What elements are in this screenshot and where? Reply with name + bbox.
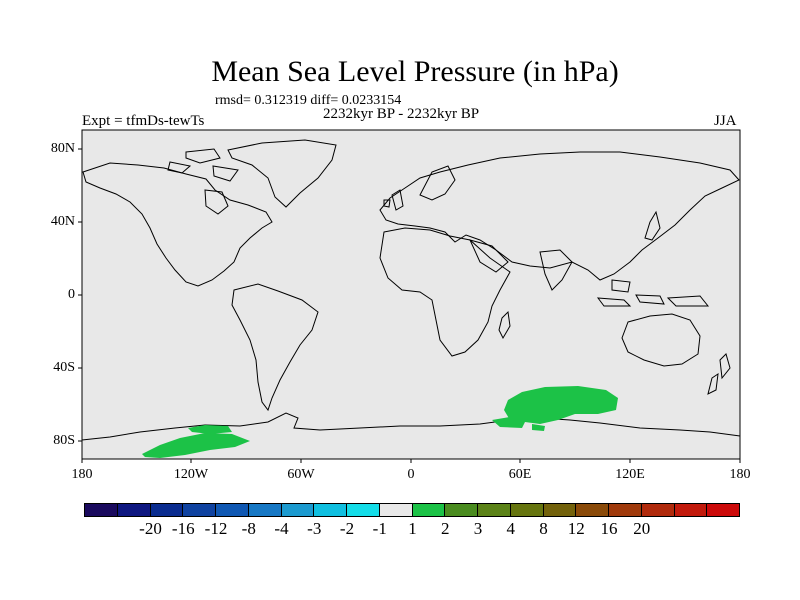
colorbar-box	[116, 503, 151, 517]
lon-label-60e: 60E	[508, 467, 532, 482]
ocean-background	[82, 130, 740, 459]
colorbar-label: 12	[567, 519, 585, 538]
lon-label-120e: 120E	[615, 467, 645, 482]
colorbar-label: -8	[241, 519, 256, 538]
colorbar-box	[706, 503, 740, 517]
lon-label-120w: 120W	[173, 467, 209, 482]
colorbar-box	[149, 503, 184, 517]
colorbar-box	[608, 503, 642, 517]
colorbar-box	[673, 503, 708, 517]
coast-australia	[621, 313, 701, 367]
colorbar-label: -1	[372, 519, 387, 538]
colorbar-box	[346, 503, 380, 517]
colorbar-label: -20	[139, 519, 162, 538]
colorbar-label: 4	[506, 519, 516, 538]
colorbar-label: -4	[274, 519, 289, 538]
coast-north-america	[82, 162, 273, 287]
colorbar-box	[215, 503, 249, 517]
colorbar-label: 1	[408, 519, 417, 538]
colorbar-label: 3	[473, 519, 483, 538]
coast-hudson-bay	[204, 189, 229, 215]
experiment-label: Expt = tfmDs-tewTs	[82, 113, 205, 129]
coast-japan	[644, 210, 661, 241]
period-label: 2232kyr BP - 2232kyr BP	[323, 106, 480, 122]
lon-label-180e: 180	[729, 467, 751, 482]
stats-line: rmsd= 0.312319 diff= 0.0233154	[215, 93, 402, 108]
colorbar-label: 2	[441, 519, 450, 538]
lon-label-60w: 60W	[287, 467, 315, 482]
coast-scandinavia	[419, 165, 456, 201]
axis-ticks	[78, 148, 741, 463]
colorbar-box	[84, 503, 118, 517]
colorbar-label: 8	[539, 519, 548, 538]
colorbar-box	[509, 503, 544, 517]
colorbar-label: -12	[204, 519, 228, 538]
coast-antarctica	[81, 412, 741, 441]
lat-label-0: 0	[68, 287, 75, 302]
colorbar-box	[444, 503, 478, 517]
colorbar-box	[182, 503, 216, 517]
colorbar-box	[378, 503, 413, 517]
map-title: Mean Sea Level Pressure (in hPa)	[211, 55, 619, 88]
colorbar	[84, 503, 740, 517]
lon-label-0: 0	[407, 467, 415, 482]
coast-greenland	[227, 139, 337, 208]
colorbar-box	[542, 503, 577, 517]
colorbar-box	[411, 503, 446, 517]
coast-british-isles	[383, 189, 404, 211]
anomaly-regions	[142, 386, 618, 458]
season-label: JJA	[714, 113, 737, 129]
lat-label-40n: 40N	[50, 214, 75, 229]
lat-label-80s: 80S	[53, 433, 75, 448]
lat-label-80n: 80N	[50, 141, 75, 156]
colorbar-label: 20	[633, 519, 651, 538]
coast-africa	[379, 227, 511, 357]
lon-label-180w: 180	[71, 467, 93, 482]
anomaly-south-pacific-2	[142, 433, 250, 458]
colorbar-label: -3	[307, 519, 322, 538]
colorbar-box	[313, 503, 347, 517]
coast-new-zealand	[707, 353, 731, 395]
colorbar-box	[280, 503, 315, 517]
colorbar-label: -2	[339, 519, 355, 538]
colorbar-label: -16	[171, 519, 195, 538]
colorbar-label: 16	[600, 519, 618, 538]
colorbar-box	[247, 503, 282, 517]
coast-south-america	[231, 283, 319, 412]
colorbar-box	[575, 503, 609, 517]
lat-label-40s: 40S	[53, 360, 75, 375]
coast-se-asia-islands	[596, 279, 710, 307]
coast-india	[539, 249, 573, 291]
colorbar-box	[477, 503, 511, 517]
coast-arabia	[469, 239, 509, 273]
coastlines	[81, 139, 741, 441]
coast-madagascar	[498, 310, 511, 340]
anomaly-south-indian-ocean	[492, 386, 618, 431]
coast-eurasia	[379, 151, 740, 281]
colorbar-box	[640, 503, 675, 517]
anomaly-south-pacific-1	[188, 425, 232, 434]
